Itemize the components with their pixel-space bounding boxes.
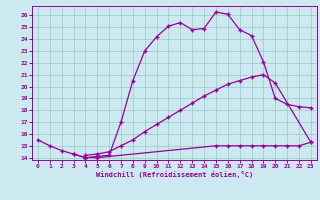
X-axis label: Windchill (Refroidissement éolien,°C): Windchill (Refroidissement éolien,°C)	[96, 171, 253, 178]
